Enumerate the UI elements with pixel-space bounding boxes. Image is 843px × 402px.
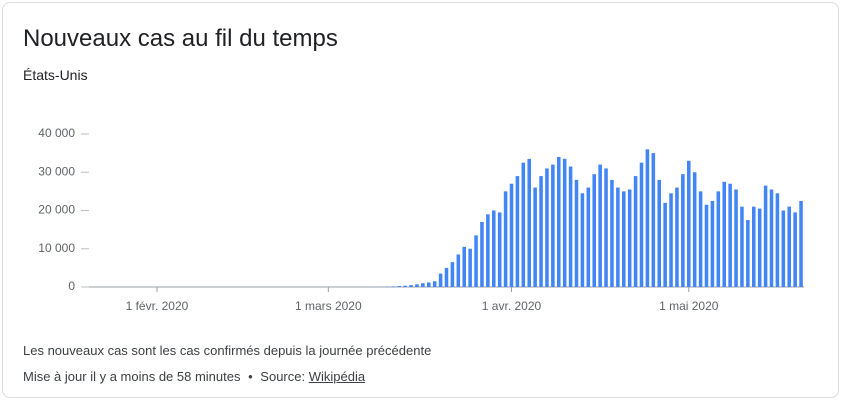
bar [562,158,567,287]
bar [497,212,502,287]
bar [752,206,756,287]
bar [456,254,461,287]
bar [692,172,697,287]
title: Nouveaux cas au fil du temps [23,25,338,52]
bar [704,204,709,287]
chart: 0 10 000 20 000 30 000 40 000 1 févr. 2020 1 m… [38,126,804,313]
bar [527,158,531,287]
bar [503,191,508,287]
bar [781,210,786,287]
bar [775,193,780,287]
bar [421,283,425,287]
bar [486,214,490,287]
source-link[interactable]: Wikipédia [308,369,366,384]
y-tick-label: 0 [68,279,75,293]
bar [574,179,579,287]
updated: Mise à jour il y a moins de 58 minutes [23,369,241,384]
bar [616,187,620,287]
bar [675,187,679,287]
x-tick-label: 1 avr. 2020 [482,299,542,313]
bar [450,262,455,287]
bar [763,185,768,287]
bar [586,187,591,287]
bar [681,174,685,287]
x-tick-label: 1 mars 2020 [295,299,362,313]
bar [557,156,561,287]
bar [521,162,526,287]
bar [480,221,484,287]
x-tick-label: 1 févr. 2020 [126,299,189,313]
bar [728,183,732,287]
bar [545,168,549,287]
bar [698,191,703,287]
bar [444,267,449,287]
bar [663,202,667,287]
bar [462,246,466,287]
bar [598,164,602,287]
card: Nouveaux cas au fil du temps États-Unis … [2,2,839,398]
bar [415,284,419,287]
bar [633,176,638,287]
meta: Mise à jour il y a moins de 58 minutes •… [23,369,365,384]
bar [592,174,596,287]
bar [492,210,496,287]
bar [799,200,803,287]
bar [722,181,726,287]
bar [757,208,762,287]
y-tick-label: 10 000 [38,241,75,255]
bar [710,200,715,287]
bar [539,176,543,287]
note: Les nouveaux cas sont les cas confirmés … [23,343,432,358]
bar [427,282,431,287]
y-tick-label: 30 000 [38,164,75,178]
y-tick-label: 40 000 [38,126,75,140]
separator: • [248,369,253,384]
bar [716,191,721,287]
bar [397,286,401,287]
bar [580,193,585,287]
source-label: Source: [260,369,306,384]
bar [533,187,537,287]
bar [432,281,437,287]
bar [610,179,614,287]
y-tick-label: 20 000 [38,203,75,217]
bar [403,285,407,287]
x-tick-label: 1 mai 2020 [659,299,719,313]
bar [651,153,656,287]
bar [645,149,650,287]
bar [509,183,514,287]
bar [734,189,738,287]
bar [639,162,644,287]
bar [604,168,608,287]
bar [409,285,413,287]
bar [687,160,691,287]
bar [793,212,797,287]
bar [474,235,478,287]
bar [627,189,632,287]
bar [746,220,750,287]
bar [740,206,744,287]
bar [515,176,520,287]
bar [438,273,443,287]
bar [391,286,396,287]
bar [468,248,472,287]
bar [769,189,774,287]
bar [657,179,661,287]
bar [787,206,791,287]
bar [551,164,555,287]
bar [568,166,573,287]
bar [622,191,626,287]
subtitle: États-Unis [23,67,88,83]
bar [669,193,673,287]
